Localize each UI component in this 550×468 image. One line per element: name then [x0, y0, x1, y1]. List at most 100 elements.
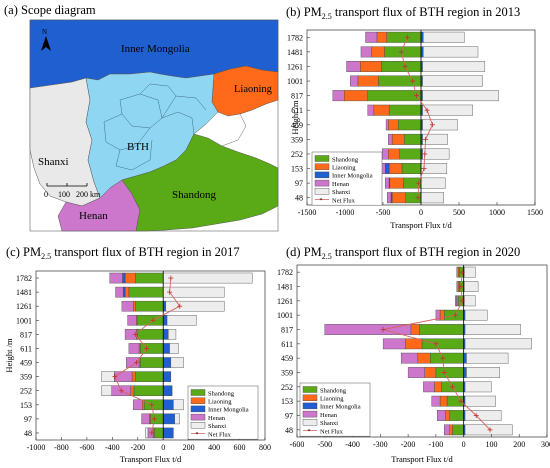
net-flux-point-1001: [452, 312, 458, 318]
net-flux-point-1782: [459, 269, 465, 275]
net-flux-point-359: [423, 136, 429, 142]
x-tick-label: 500: [453, 208, 465, 217]
chart-2017: (c) PM2.5 transport flux of BTH region i…: [4, 245, 271, 464]
map-frame: [29, 19, 279, 232]
y-tick-label: 459: [291, 121, 303, 130]
bar-inner-mongolia-153: [163, 399, 174, 411]
label-bth: BTH: [127, 141, 149, 153]
bar-shandong-252: [399, 148, 422, 160]
net-flux-point-153: [458, 398, 464, 404]
y-tick-label: 611: [281, 340, 293, 349]
bar-shanxi-1001: [166, 315, 197, 326]
bar-shanxi-1782: [163, 272, 253, 284]
legend-entry-inner-mongolia: Inner Mongolia: [208, 407, 249, 414]
bar-henan-611: [128, 343, 140, 354]
y-tick-label: 97: [295, 179, 303, 188]
bar-inner-mongolia-97: [163, 413, 175, 425]
legend-entry-liaoning: Liaoning: [332, 165, 356, 172]
x-tick-label: -1000: [27, 443, 46, 452]
net-flux-point-1481: [458, 284, 464, 289]
y-tick-label: 1481: [277, 283, 293, 292]
bar-shanxi-459: [422, 119, 458, 131]
scale-bar: 0 100 200 km: [44, 183, 101, 199]
north-arrow-icon: N: [41, 28, 51, 51]
bar-shanxi-252: [101, 385, 112, 396]
legend-entry-inner-mongolia: Inner Mongolia: [320, 404, 361, 411]
y-tick-label: 1001: [287, 77, 303, 86]
bar-inner-mongolia-1782: [122, 272, 126, 284]
bar-henan-359: [407, 367, 425, 378]
net-flux-point-611: [424, 107, 430, 113]
bar-henan-1261: [121, 300, 134, 312]
chart-title: (c) PM2.5 transport flux of BTH region i…: [6, 245, 240, 261]
net-flux-point-1001: [410, 78, 416, 84]
bar-shandong-1782: [135, 272, 164, 284]
bar-shandong-359: [135, 371, 164, 382]
net-flux-point-1481: [398, 49, 404, 55]
bar-shanxi-252: [464, 381, 492, 393]
bar-inner-mongolia-817: [163, 329, 169, 340]
x-tick-label: 100: [485, 440, 497, 449]
bar-shanxi-359: [422, 133, 448, 145]
bar-liaoning-611: [405, 338, 423, 350]
x-tick-label: -100: [429, 440, 444, 449]
x-tick-label: -400: [345, 440, 360, 449]
legend-entry-shanxi: Shanxi: [332, 189, 350, 196]
bar-henan-459: [126, 357, 140, 368]
bar-henan-48: [444, 424, 450, 436]
bar-shanxi-1001: [422, 75, 483, 87]
net-flux-point-817: [413, 93, 419, 99]
bar-shandong-817: [419, 324, 464, 335]
bar-liaoning-1261: [133, 300, 136, 312]
bar-liaoning-252: [130, 385, 135, 396]
y-tick-label: 611: [20, 344, 32, 353]
x-tick-label: 400: [208, 443, 220, 452]
bar-shanxi-1782: [464, 266, 476, 278]
net-flux-point-252: [450, 384, 456, 390]
label-henan: Henan: [79, 210, 108, 222]
bar-shanxi-459: [170, 357, 184, 368]
svg-text:*: *: [320, 198, 323, 204]
label-shandong: Shandong: [172, 189, 217, 201]
bar-liaoning-459: [388, 119, 399, 131]
x-tick-label: -400: [105, 443, 120, 452]
net-flux-point-459: [134, 360, 140, 366]
bar-henan-1001: [435, 309, 441, 321]
bar-henan-1481: [456, 281, 459, 292]
bar-shanxi-153: [464, 395, 496, 407]
bar-inner-mongolia-252: [163, 385, 173, 396]
bar-liaoning-817: [410, 324, 420, 335]
bar-inner-mongolia-459: [463, 352, 467, 364]
chart-title: (b) PM2.5 transport flux of BTH region i…: [286, 5, 520, 21]
y-tick-label: 97: [24, 415, 32, 424]
x-tick-label: 0: [419, 208, 423, 217]
bar-shandong-359: [404, 133, 422, 145]
net-flux-point-1261: [459, 298, 465, 304]
x-tick-label: 1000: [489, 208, 505, 217]
bar-henan-611: [367, 104, 375, 116]
bar-inner-mongolia-611: [163, 343, 170, 354]
net-flux-point-48: [487, 427, 493, 433]
x-tick-label: -300: [373, 440, 388, 449]
net-flux-point-48: [149, 430, 155, 436]
bar-shanxi-1782: [423, 31, 465, 43]
bar-shandong-1481: [128, 286, 164, 298]
x-tick-label: -1000: [336, 208, 355, 217]
y-tick-label: 611: [291, 106, 303, 115]
y-tick-label: 1481: [287, 48, 303, 57]
x-axis-label: Transport Flux t/d: [120, 454, 182, 464]
bar-shanxi-611: [169, 343, 179, 354]
y-tick-label: 48: [24, 429, 32, 438]
legend-entry-net-flux: Net Flux: [332, 197, 356, 204]
net-flux-point-359: [441, 370, 447, 375]
bar-henan-153: [133, 399, 143, 411]
bar-shanxi-97: [174, 413, 180, 425]
y-tick-label: 97: [285, 412, 293, 421]
legend-entry-net-flux: Net Flux: [208, 431, 232, 438]
net-flux-point-1261: [402, 63, 408, 69]
bar-liaoning-48: [449, 424, 453, 436]
bar-shandong-459: [430, 352, 464, 364]
net-flux-point-97: [473, 413, 479, 418]
